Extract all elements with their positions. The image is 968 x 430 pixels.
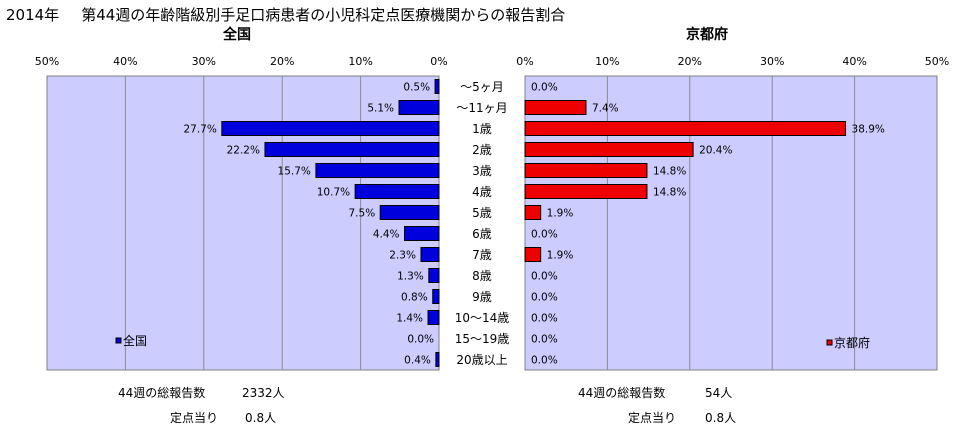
national-data-label: 0.5% [403,82,430,94]
national-data-label: 22.2% [227,145,260,157]
kyoto-data-label: 0.0% [531,271,558,283]
national-data-label: 7.5% [349,208,376,220]
kyoto-per-point-value: 0.8人 [705,411,737,425]
national-data-label: 10.7% [317,187,350,199]
kyoto-x-tick-label: 0% [516,55,533,68]
national-per-point-value: 0.8人 [245,411,277,425]
national-bar [264,142,440,157]
kyoto-data-label: 0.0% [531,313,558,325]
category-label: 8歳 [472,269,492,283]
kyoto-data-label: 7.4% [592,103,619,115]
national-plot-area [46,75,440,371]
national-data-label: 27.7% [183,124,216,136]
national-x-tick-label: 40% [113,55,137,68]
kyoto-data-label: 1.9% [547,208,574,220]
category-label: 5歳 [472,206,492,220]
kyoto-plot-area [524,75,938,371]
kyoto-data-label: 14.8% [653,166,686,178]
national-x-tick-label: 10% [348,55,372,68]
category-label: 10～14歳 [455,311,510,325]
kyoto-panel-title: 京都府 [686,27,728,43]
national-bar [435,352,440,367]
kyoto-data-label: 0.0% [531,229,558,241]
category-label: 7歳 [472,248,492,262]
kyoto-data-label: 14.8% [653,187,686,199]
national-bar [432,289,440,304]
kyoto-bar [524,247,542,262]
kyoto-data-label: 0.0% [531,292,558,304]
national-bar [354,184,440,199]
kyoto-total-label: 44週の総報告数 [578,386,666,400]
kyoto-bar [524,163,648,178]
kyoto-x-tick-label: 10% [595,55,619,68]
national-bar [315,163,440,178]
national-legend-swatch [115,337,122,344]
national-x-tick-label: 30% [192,55,216,68]
kyoto-x-tick-label: 50% [925,55,949,68]
national-x-tick-label: 20% [270,55,294,68]
kyoto-data-label: 0.0% [531,82,558,94]
kyoto-x-tick-label: 30% [760,55,784,68]
national-data-label: 15.7% [278,166,311,178]
national-data-label: 0.0% [407,334,434,346]
national-bar [428,268,440,283]
category-label: 1歳 [472,122,492,136]
category-label: 20歳以上 [456,353,507,367]
national-data-label: 2.3% [389,250,416,262]
national-bar [398,100,440,115]
national-bar [420,247,440,262]
national-data-label: 0.8% [401,292,428,304]
kyoto-total-value: 54人 [705,386,733,400]
chart-title-text: 第44週の年齢階級別手足口病患者の小児科定点医療機関からの報告割合 [81,6,566,24]
kyoto-legend-label: 京都府 [834,335,870,350]
national-bar [404,226,440,241]
kyoto-x-tick-label: 40% [842,55,866,68]
national-x-tick-label: 50% [35,55,59,68]
kyoto-data-label: 20.4% [699,145,732,157]
chart-title: 2014年 第44週の年齢階級別手足口病患者の小児科定点医療機関からの報告割合 [6,4,565,25]
kyoto-bar [524,184,648,199]
national-bar [434,79,440,94]
category-label: ～11ヶ月 [456,101,507,115]
kyoto-data-label: 1.9% [547,250,574,262]
chart-title-year: 2014年 [6,6,60,24]
national-per-point-label: 定点当り [170,411,219,425]
national-bar [221,121,440,136]
national-bar [427,310,440,325]
national-data-label: 0.4% [404,355,431,367]
kyoto-bar [524,205,542,220]
national-total-value: 2332人 [242,386,285,400]
category-label: 4歳 [472,185,492,199]
kyoto-bar [524,100,587,115]
category-label: 2歳 [472,143,492,157]
category-label: ～5ヶ月 [460,80,504,94]
national-data-label: 5.1% [367,103,394,115]
kyoto-data-label: 38.9% [852,124,885,136]
kyoto-x-tick-label: 20% [678,55,702,68]
category-label: 15～19歳 [455,332,510,346]
national-data-label: 4.4% [373,229,400,241]
national-data-label: 1.3% [397,271,424,283]
national-data-label: 1.4% [396,313,423,325]
national-total-label: 44週の総報告数 [118,386,206,400]
kyoto-bar [524,142,694,157]
national-legend-label: 全国 [123,333,147,348]
kyoto-data-label: 0.0% [531,355,558,367]
national-bar [379,205,440,220]
kyoto-legend-swatch [826,339,833,346]
kyoto-bar [524,121,847,136]
category-label: 9歳 [472,290,492,304]
national-panel-title: 全国 [223,27,251,43]
category-label: 6歳 [472,227,492,241]
category-label: 3歳 [472,164,492,178]
kyoto-per-point-label: 定点当り [628,411,677,425]
national-x-tick-label: 0% [430,55,447,68]
kyoto-data-label: 0.0% [531,334,558,346]
